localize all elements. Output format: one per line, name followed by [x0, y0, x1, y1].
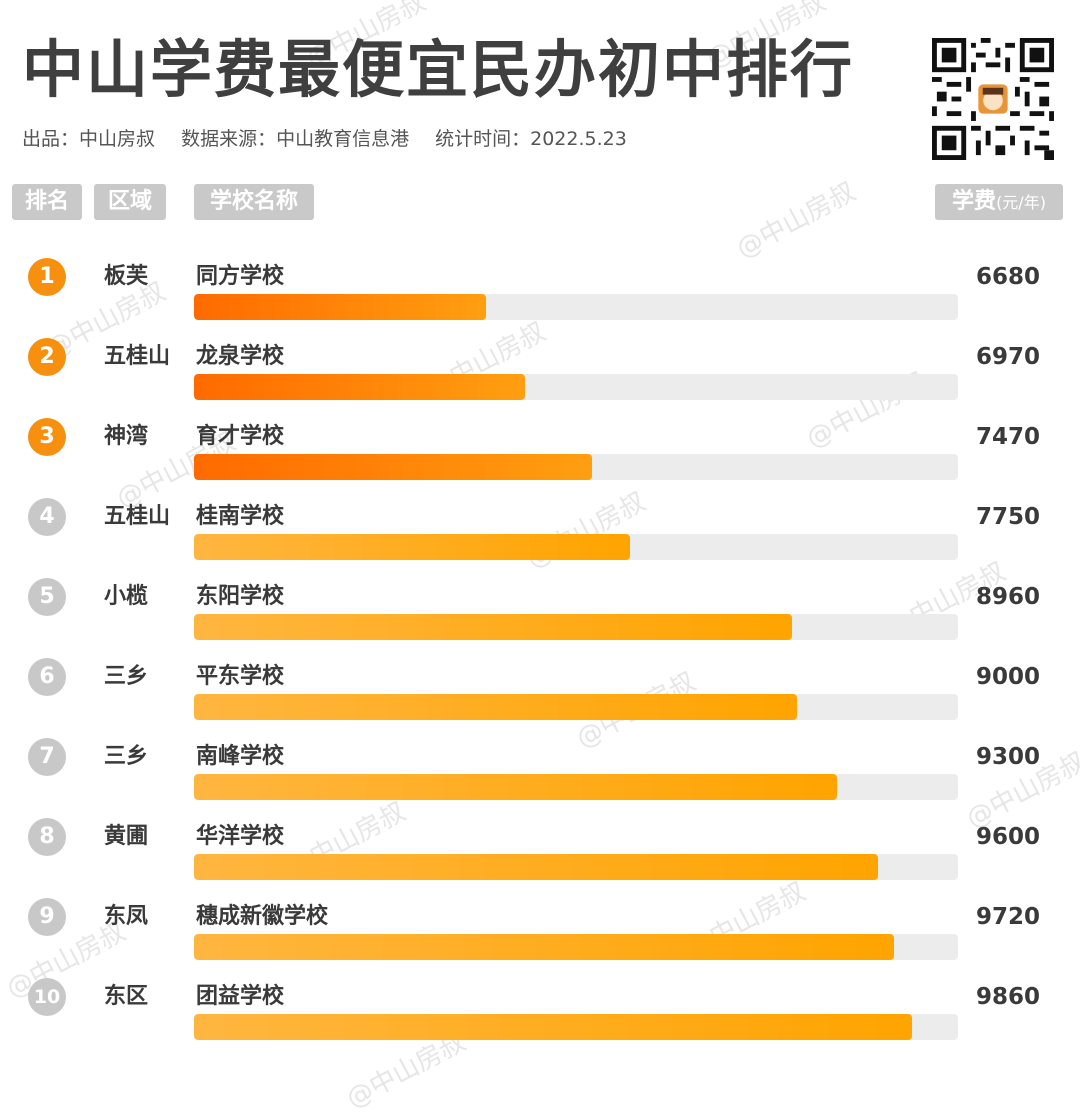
rank-badge: 9	[28, 898, 66, 936]
subtitle: 出品：中山房叔 数据来源：中山教育信息港 统计时间：2022.5.23	[22, 124, 647, 151]
fee-value: 6970	[975, 344, 1040, 370]
bar-track	[194, 934, 958, 960]
region-label: 板芙	[104, 264, 149, 289]
fee-bar	[194, 854, 878, 880]
ranking-row: 6 三乡 平东学校 9000	[0, 658, 1080, 738]
region-label: 东区	[104, 984, 149, 1009]
rank-badge: 4	[28, 498, 66, 536]
school-name: 同方学校	[196, 264, 285, 289]
fee-value: 9600	[975, 824, 1040, 850]
fee-bar	[194, 374, 526, 400]
header-region: 区域	[94, 184, 166, 220]
rank-badge: 7	[28, 738, 66, 776]
ranking-row: 9 东凤 穗成新徽学校 9720	[0, 898, 1080, 978]
region-label: 五桂山	[104, 344, 171, 369]
source-text: 数据来源：中山教育信息港	[181, 128, 410, 150]
ranking-row: 7 三乡 南峰学校 9300	[0, 738, 1080, 818]
ranking-row: 2 五桂山 龙泉学校 6970	[0, 338, 1080, 418]
header-fee: 学费(元/年)	[935, 184, 1063, 220]
rank-badge: 5	[28, 578, 66, 616]
ranking-row: 1 板芙 同方学校 6680	[0, 258, 1080, 338]
bar-track	[194, 454, 958, 480]
bar-track	[194, 694, 958, 720]
school-name: 桂南学校	[196, 504, 285, 529]
fee-value: 9300	[975, 744, 1040, 770]
fee-bar	[194, 1014, 913, 1040]
school-name: 东阳学校	[196, 584, 285, 609]
fee-bar	[194, 774, 838, 800]
header-school: 学校名称	[194, 184, 314, 220]
ranking-row: 5 小榄 东阳学校 8960	[0, 578, 1080, 658]
bar-track	[194, 614, 958, 640]
region-label: 黄圃	[104, 824, 149, 849]
fee-value: 8960	[975, 584, 1040, 610]
fee-value: 6680	[975, 264, 1040, 290]
fee-value: 7750	[975, 504, 1040, 530]
school-name: 穗成新徽学校	[196, 904, 329, 929]
header-fee-label: 学费	[952, 189, 997, 214]
fee-bar	[194, 454, 593, 480]
region-label: 三乡	[104, 664, 149, 689]
rank-badge: 3	[28, 418, 66, 456]
ranking-row: 3 神湾 育才学校 7470	[0, 418, 1080, 498]
school-name: 南峰学校	[196, 744, 285, 769]
fee-bar	[194, 694, 798, 720]
producer-text: 出品：中山房叔	[22, 128, 156, 150]
fee-value: 9000	[975, 664, 1040, 690]
bar-track	[194, 534, 958, 560]
fee-bar	[194, 294, 487, 320]
school-name: 龙泉学校	[196, 344, 285, 369]
school-name: 育才学校	[196, 424, 285, 449]
fee-bar	[194, 934, 894, 960]
header-rank: 排名	[12, 184, 82, 220]
school-name: 团益学校	[196, 984, 285, 1009]
page-title: 中山学费最便宜民办初中排行	[22, 33, 855, 106]
region-label: 三乡	[104, 744, 149, 769]
region-label: 五桂山	[104, 504, 171, 529]
rank-badge: 8	[28, 818, 66, 856]
date-text: 统计时间：2022.5.23	[435, 128, 627, 150]
bar-track	[194, 374, 958, 400]
ranking-row: 4 五桂山 桂南学校 7750	[0, 498, 1080, 578]
school-name: 平东学校	[196, 664, 285, 689]
bar-track	[194, 854, 958, 880]
region-label: 神湾	[104, 424, 149, 449]
watermark-text: @中山房叔	[731, 176, 861, 265]
fee-bar	[194, 534, 630, 560]
rank-badge: 10	[28, 978, 66, 1016]
region-label: 东凤	[104, 904, 149, 929]
school-name: 华洋学校	[196, 824, 285, 849]
region-label: 小榄	[104, 584, 149, 609]
rank-badge: 6	[28, 658, 66, 696]
ranking-row: 10 东区 团益学校 9860	[0, 978, 1080, 1058]
bar-track	[194, 1014, 958, 1040]
fee-value: 7470	[975, 424, 1040, 450]
header-fee-unit: (元/年)	[996, 193, 1046, 212]
rank-badge: 1	[28, 258, 66, 296]
bar-track	[194, 294, 958, 320]
fee-value: 9860	[975, 984, 1040, 1010]
bar-track	[194, 774, 958, 800]
fee-bar	[194, 614, 792, 640]
rank-badge: 2	[28, 338, 66, 376]
fee-value: 9720	[975, 904, 1040, 930]
ranking-row: 8 黄圃 华洋学校 9600	[0, 818, 1080, 898]
qr-code-icon	[932, 38, 1054, 160]
